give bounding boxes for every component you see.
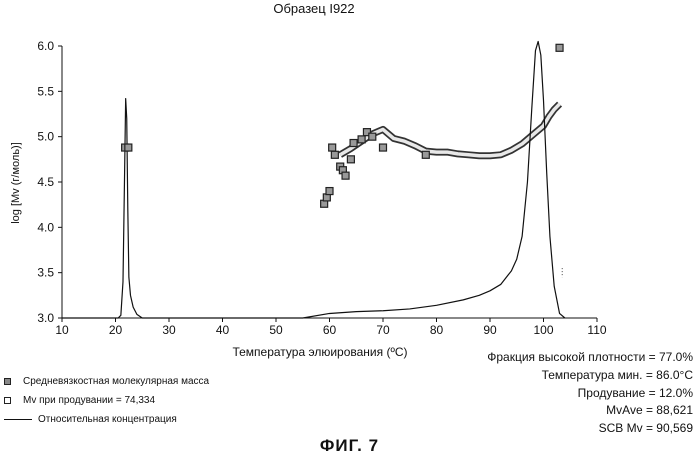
stat-min-temperature: Температура мин. = 86.0°C bbox=[541, 367, 693, 382]
y-tick-label: 5.5 bbox=[37, 84, 54, 98]
x-tick-label: 20 bbox=[109, 323, 123, 337]
concentration-line bbox=[62, 40, 566, 319]
x-axis-label: Температура элюирования (ºC) bbox=[232, 345, 407, 359]
axes bbox=[61, 46, 597, 319]
viscosity-mw-point bbox=[330, 150, 339, 159]
stat-mvave: MvAve = 88,621 bbox=[606, 403, 693, 418]
figure-caption: ФИГ. 7 bbox=[319, 436, 380, 455]
legend-label: Относительная концентрация bbox=[38, 414, 177, 425]
stat-purge: Продувание = 12.0% bbox=[577, 385, 693, 400]
x-tick-label: 110 bbox=[587, 323, 606, 337]
viscosity-mw-point bbox=[341, 171, 350, 180]
line-marker-icon bbox=[4, 419, 32, 420]
x-tick-label: 60 bbox=[323, 323, 337, 337]
y-tick-label: 4.5 bbox=[37, 175, 54, 189]
viscosity-mw-point bbox=[362, 128, 372, 137]
purge-mv-band bbox=[339, 102, 561, 158]
x-tick-label: 30 bbox=[162, 323, 176, 337]
x-tick-label: 50 bbox=[269, 323, 283, 337]
stat-scb-mv: SCB Mv = 90,569 bbox=[598, 421, 693, 436]
viscosity-mw-point bbox=[124, 143, 133, 152]
stats-panel: Фракция высокой плотности = 77.0% Темпер… bbox=[487, 349, 693, 438]
legend-label: Mv при продувании = 74,334 bbox=[23, 395, 156, 406]
legend-item-viscosity-mw: Средневязкостная молекулярная масса bbox=[4, 372, 209, 391]
viscosity-mw-point bbox=[328, 143, 337, 152]
x-tick-label: 80 bbox=[430, 323, 444, 337]
viscosity-mw-point bbox=[378, 143, 388, 152]
stat-high-density-fraction: Фракция высокой плотности = 77.0% bbox=[487, 350, 693, 364]
y-tick-label: 3.5 bbox=[37, 266, 54, 280]
x-tick-label: 90 bbox=[483, 323, 497, 337]
viscosity-mw-point bbox=[421, 150, 430, 159]
viscosity-mw-point bbox=[349, 138, 358, 148]
y-axis-label: log [Mv (г/моль)] bbox=[10, 142, 22, 224]
y-tick-label: 3.0 bbox=[37, 311, 54, 325]
x-tick-label: 70 bbox=[376, 323, 390, 337]
x-tick-label: 40 bbox=[216, 323, 230, 337]
viscosity-mw-point bbox=[357, 135, 366, 144]
legend-label: Средневязкостная молекулярная масса bbox=[23, 376, 210, 387]
y-tick-label: 4.0 bbox=[37, 220, 54, 234]
y-ticks: 3.0 3.5 4.0 4.5 5.0 5.5 6.0 bbox=[37, 39, 62, 325]
purge-mv-band-outline bbox=[338, 101, 563, 160]
viscosity-mw-point bbox=[325, 186, 334, 196]
x-tick-label: 100 bbox=[533, 323, 553, 337]
legend: Средневязкостная молекулярная масса Mv п… bbox=[4, 372, 209, 429]
legend-item-relative-concentration: Относительная концентрация bbox=[4, 410, 209, 429]
y-tick-label: 6.0 bbox=[37, 39, 54, 53]
viscosity-mw-point bbox=[346, 155, 355, 164]
chart-title: Образец I922 bbox=[273, 1, 354, 16]
viscosity-mw-point bbox=[368, 132, 377, 141]
open-square-marker-icon bbox=[4, 397, 11, 404]
x-tick-label: 10 bbox=[55, 323, 69, 337]
filled-square-marker-icon bbox=[4, 378, 11, 385]
x-ticks: 10 20 30 40 50 60 70 80 90 100 110 bbox=[55, 318, 607, 337]
legend-item-purge-mv: Mv при продувании = 74,334 bbox=[4, 391, 209, 410]
viscosity-mw-point bbox=[555, 43, 564, 52]
series-layer bbox=[62, 40, 566, 319]
y-tick-label: 5.0 bbox=[37, 130, 54, 144]
